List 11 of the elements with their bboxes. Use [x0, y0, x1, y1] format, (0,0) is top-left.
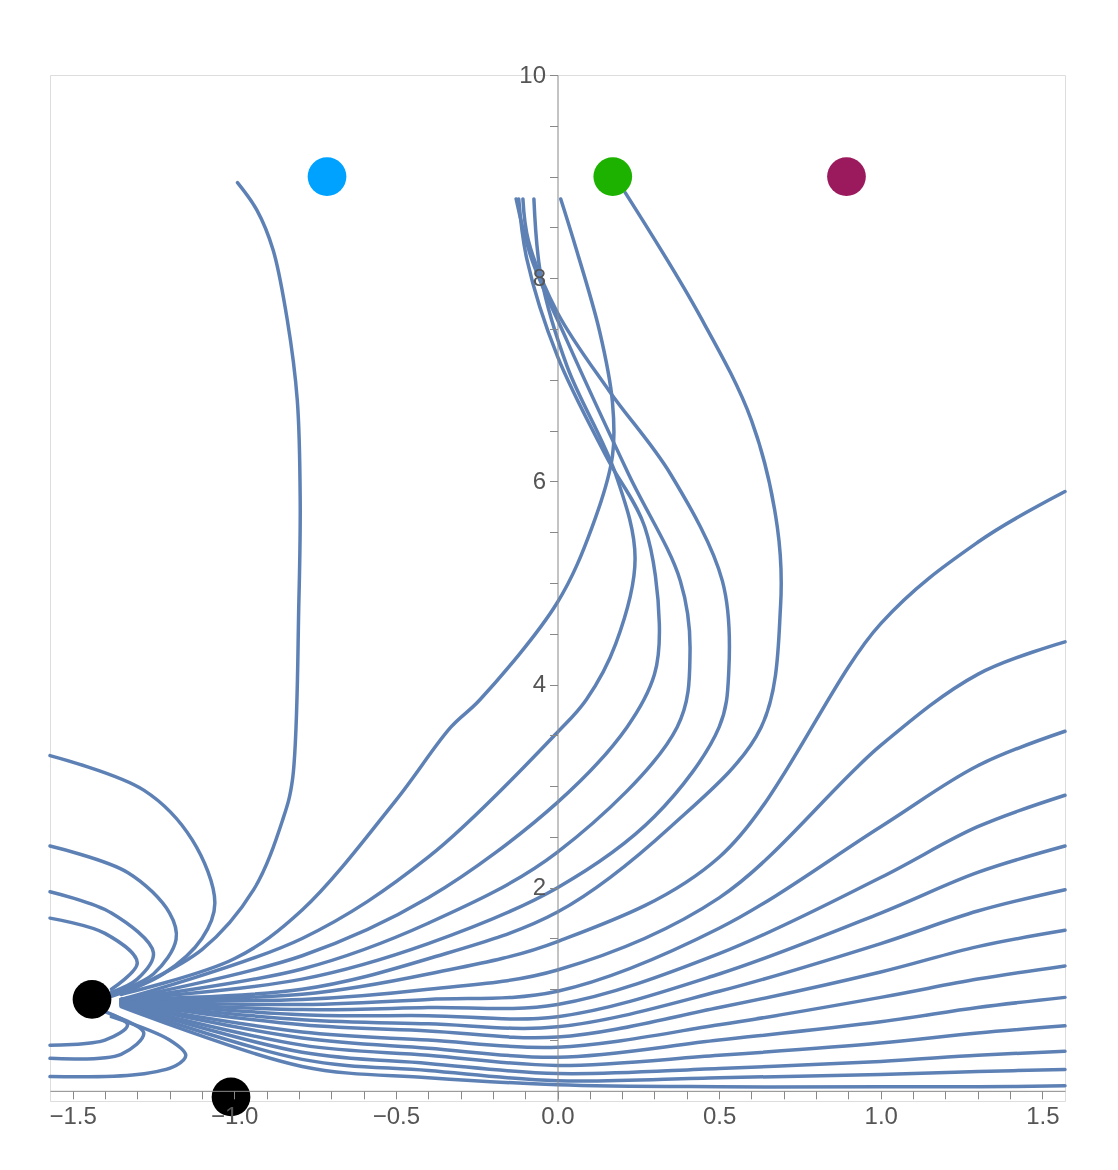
- x-tick-label: −1.0: [211, 1102, 259, 1130]
- x-tick-label: −1.5: [49, 1102, 97, 1130]
- x-tick-label: 0.0: [541, 1102, 575, 1130]
- x-tick-label: −0.5: [372, 1102, 421, 1130]
- x-tick-label: 1.0: [864, 1102, 898, 1130]
- y-tick-label: 6: [532, 466, 546, 494]
- y-tick-label: 2: [532, 873, 546, 901]
- x-tick-label: 0.5: [702, 1102, 737, 1130]
- y-tick-label: 4: [532, 670, 546, 697]
- x-tick-label: 1.5: [1026, 1102, 1060, 1130]
- y-tick-label: 10: [519, 60, 546, 88]
